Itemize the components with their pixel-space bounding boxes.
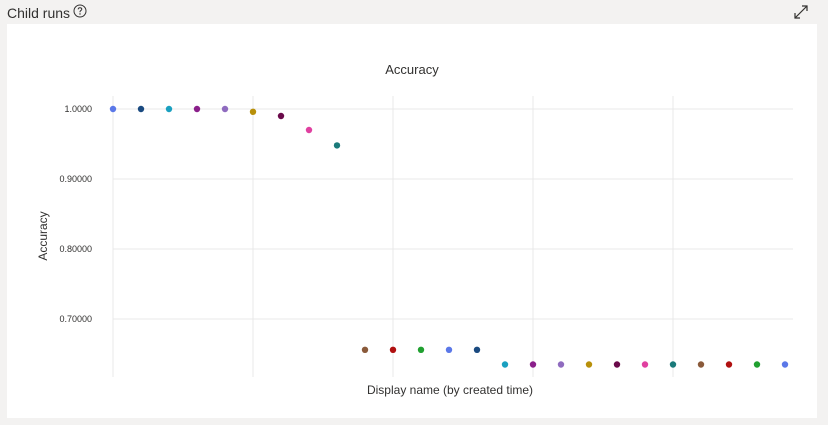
data-point[interactable] (669, 361, 677, 368)
data-point[interactable] (613, 361, 621, 368)
chart-card: 1.0000 0.90000 0.80000 0.70000 Accuracy Dis… (7, 24, 817, 418)
data-point[interactable] (221, 105, 229, 113)
question-circle-icon[interactable] (73, 4, 87, 18)
data-point[interactable] (305, 126, 313, 134)
y-tick-label: 0.80000 (59, 244, 92, 254)
expand-diagonal-icon[interactable] (792, 3, 810, 21)
data-point[interactable] (333, 142, 341, 149)
data-point[interactable] (473, 346, 481, 353)
chart-title: Accuracy (385, 62, 439, 77)
data-point[interactable] (417, 346, 425, 353)
data-point[interactable] (641, 361, 649, 368)
y-tick-label: 1.0000 (64, 104, 92, 114)
data-point[interactable] (109, 105, 117, 113)
data-point[interactable] (249, 108, 257, 116)
data-point[interactable] (137, 105, 145, 113)
accuracy-chart: 1.0000 0.90000 0.80000 0.70000 Accuracy Dis… (36, 62, 793, 397)
y-tick-label: 0.90000 (59, 174, 92, 184)
data-point[interactable] (781, 361, 789, 368)
data-point[interactable] (529, 361, 537, 368)
y-tick-label: 0.70000 (59, 314, 92, 324)
y-axis-label: Accuracy (36, 211, 50, 260)
panel-title: Child runs (7, 5, 71, 21)
data-point[interactable] (585, 361, 593, 368)
data-point[interactable] (557, 361, 565, 368)
data-point[interactable] (193, 105, 201, 113)
data-point[interactable] (389, 346, 397, 353)
data-point[interactable] (725, 361, 733, 368)
panel-header: Child runs (0, 0, 828, 24)
data-point[interactable] (277, 112, 285, 120)
data-point[interactable] (697, 361, 705, 368)
data-point[interactable] (445, 346, 453, 353)
data-point[interactable] (361, 346, 369, 353)
data-point[interactable] (165, 105, 173, 113)
x-axis-label: Display name (by created time) (367, 383, 533, 397)
data-point[interactable] (501, 361, 509, 368)
data-point[interactable] (753, 361, 761, 368)
